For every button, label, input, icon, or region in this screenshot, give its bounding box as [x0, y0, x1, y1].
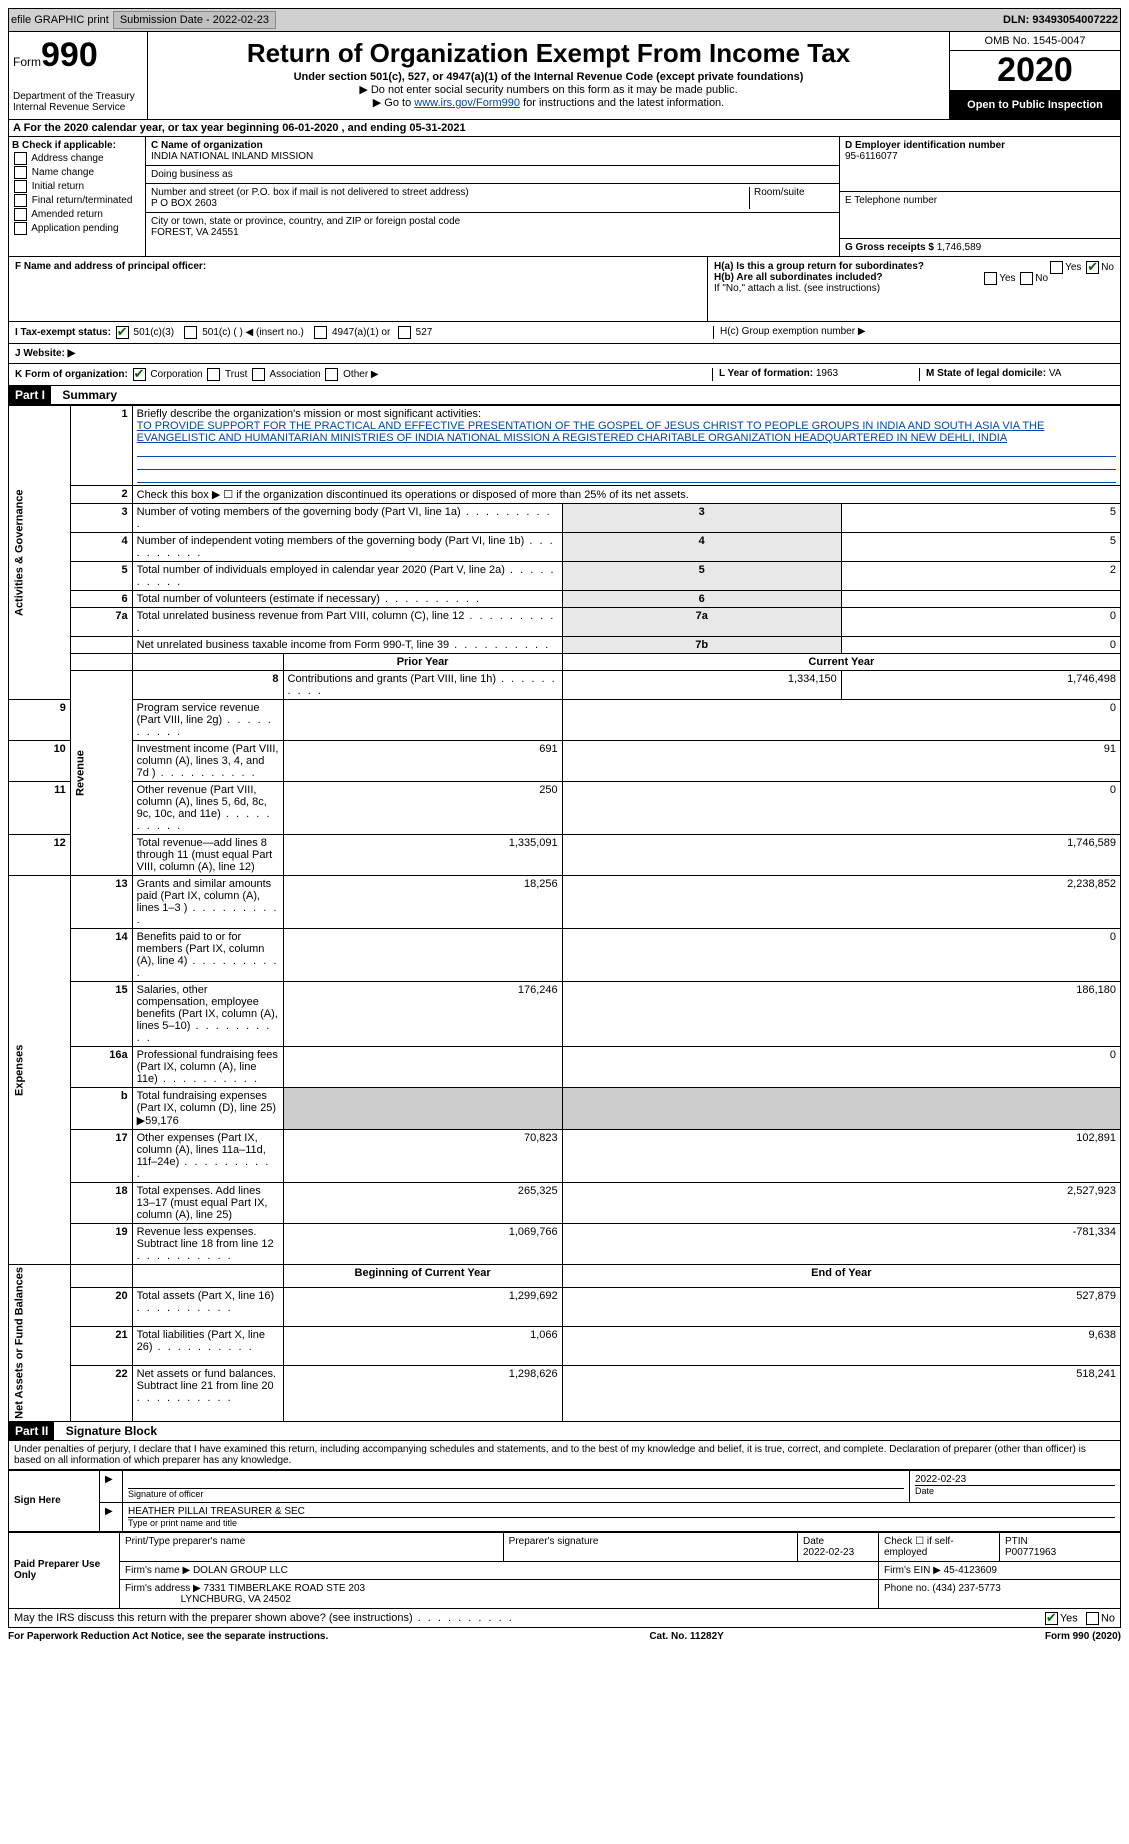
efile-label: efile GRAPHIC print: [11, 14, 109, 26]
chk-pending[interactable]: Application pending: [12, 222, 142, 235]
mission-text: TO PROVIDE SUPPORT FOR THE PRACTICAL AND…: [137, 420, 1045, 444]
chk-trust[interactable]: [207, 368, 220, 381]
paid-label: Paid Preparer Use Only: [9, 1532, 120, 1608]
dln: DLN: 93493054007222: [1003, 14, 1118, 26]
note-ssn: ▶ Do not enter social security numbers o…: [152, 83, 945, 96]
street: P O BOX 2603: [151, 198, 745, 209]
side-revenue: Revenue: [70, 671, 132, 876]
officer-row: F Name and address of principal officer:…: [8, 257, 1121, 322]
chk-initial[interactable]: Initial return: [12, 180, 142, 193]
penalties-text: Under penalties of perjury, I declare th…: [8, 1441, 1121, 1470]
hb-yes[interactable]: [984, 272, 997, 285]
officer-label: F Name and address of principal officer:: [15, 261, 206, 272]
discuss-row: May the IRS discuss this return with the…: [8, 1609, 1121, 1628]
chk-address[interactable]: Address change: [12, 152, 142, 165]
chk-final[interactable]: Final return/terminated: [12, 194, 142, 207]
entity-block: B Check if applicable: Address change Na…: [8, 137, 1121, 257]
ein: 95-6116077: [845, 151, 1115, 162]
part1-header: Part I Summary: [8, 386, 1121, 405]
form-number: 990: [41, 36, 98, 74]
k-row: K Form of organization: Corporation Trus…: [8, 364, 1121, 386]
hb-no[interactable]: [1020, 272, 1033, 285]
chk-4947[interactable]: [314, 326, 327, 339]
submission-date-btn[interactable]: Submission Date - 2022-02-23: [113, 11, 276, 29]
side-expenses: Expenses: [9, 876, 71, 1265]
chk-corp[interactable]: [133, 368, 146, 381]
ha-yes[interactable]: [1050, 261, 1063, 274]
side-activities: Activities & Governance: [9, 406, 71, 700]
paid-preparer-table: Paid Preparer Use Only Print/Type prepar…: [8, 1532, 1121, 1609]
chk-527[interactable]: [398, 326, 411, 339]
tax-year: 2020: [950, 51, 1120, 91]
form-title: Return of Organization Exempt From Incom…: [152, 38, 945, 69]
ein-label: D Employer identification number: [845, 140, 1115, 151]
tax-status-row: I Tax-exempt status: 501(c)(3) 501(c) ( …: [8, 322, 1121, 344]
city: FOREST, VA 24551: [151, 227, 834, 238]
sign-here-label: Sign Here: [9, 1470, 100, 1531]
sign-here-table: Sign Here ▶ Signature of officer 2022-02…: [8, 1470, 1121, 1532]
gross-val: 1,746,589: [937, 242, 982, 253]
chk-501c[interactable]: [184, 326, 197, 339]
street-label: Number and street (or P.O. box if mail i…: [151, 187, 745, 198]
note-goto: ▶ Go to www.irs.gov/Form990 for instruct…: [152, 96, 945, 109]
phone-label: E Telephone number: [845, 195, 1115, 206]
dept-label: Department of the Treasury Internal Reve…: [13, 91, 143, 113]
form-subtitle: Under section 501(c), 527, or 4947(a)(1)…: [152, 71, 945, 83]
chk-amended[interactable]: Amended return: [12, 208, 142, 221]
room-label: Room/suite: [750, 187, 834, 209]
website-row: J Website: ▶: [8, 344, 1121, 364]
gross-label: G Gross receipts $: [845, 242, 937, 253]
period-row: A For the 2020 calendar year, or tax yea…: [8, 120, 1121, 137]
open-public: Open to Public Inspection: [950, 91, 1120, 119]
org-name: INDIA NATIONAL INLAND MISSION: [151, 151, 834, 162]
footer: For Paperwork Reduction Act Notice, see …: [8, 1628, 1121, 1645]
omb-no: OMB No. 1545-0047: [950, 32, 1120, 51]
city-label: City or town, state or province, country…: [151, 216, 834, 227]
org-name-label: C Name of organization: [151, 140, 834, 151]
chk-501c3[interactable]: [116, 326, 129, 339]
dba-label: Doing business as: [146, 166, 839, 184]
form-header: Form990 Department of the Treasury Inter…: [8, 32, 1121, 120]
irs-link[interactable]: www.irs.gov/Form990: [414, 97, 520, 109]
part2-header: Part II Signature Block: [8, 1422, 1121, 1441]
summary-table: Activities & Governance 1 Briefly descri…: [8, 405, 1121, 1422]
discuss-no[interactable]: [1086, 1612, 1099, 1625]
chk-name[interactable]: Name change: [12, 166, 142, 179]
discuss-yes[interactable]: [1045, 1612, 1058, 1625]
boxB-label: B Check if applicable:: [12, 140, 142, 151]
side-netassets: Net Assets or Fund Balances: [9, 1265, 71, 1422]
chk-assoc[interactable]: [252, 368, 265, 381]
officer-name: HEATHER PILLAI TREASURER & SEC: [128, 1506, 1115, 1517]
chk-other[interactable]: [325, 368, 338, 381]
top-toolbar: efile GRAPHIC print Submission Date - 20…: [8, 8, 1121, 32]
ha-no[interactable]: [1086, 261, 1099, 274]
